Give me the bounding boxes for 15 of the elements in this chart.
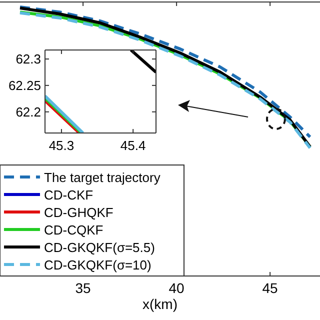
legend-label: CD-GHQKF: [44, 205, 114, 220]
x-tick-label: 45: [262, 280, 278, 296]
y-tick-label: 62.3: [16, 51, 41, 66]
legend-label: CD-GKQKF(σ=5.5): [44, 240, 155, 255]
y-tick-label: 62.2: [16, 104, 41, 120]
y-tick-label: 62.25: [8, 78, 41, 93]
x-tick-label: 45.4: [120, 138, 146, 153]
x-tick-label: 45.3: [48, 138, 74, 153]
legend-label: CD-CQKF: [44, 222, 104, 238]
legend-label: CD-GKQKF(σ=10): [44, 258, 152, 272]
x-tick-label: 40: [168, 280, 185, 296]
x-tick-label: 35: [75, 280, 92, 296]
legend-label: The target trajectory: [44, 170, 161, 185]
legend-label: CD-CKF: [44, 188, 94, 202]
x-axis-title: x(km): [142, 296, 178, 312]
